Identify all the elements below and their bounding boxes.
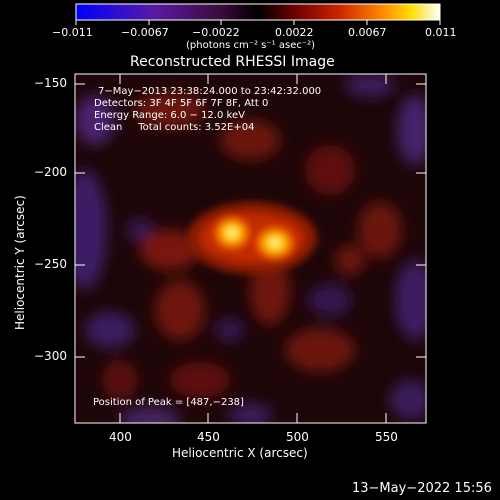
y-tick-label: −200 [34, 165, 67, 179]
colorbar-tick-label: 0.011 [425, 26, 457, 39]
plot-frame [74, 73, 427, 424]
info-detectors: Detectors: 3F 4F 5F 6F 7F 8F, Att 0 [94, 98, 269, 109]
x-tick-label: 550 [375, 430, 398, 444]
colorbar-tick-label: −0.0022 [192, 26, 240, 39]
y-axis-label: Heliocentric Y (arcsec) [13, 195, 27, 330]
colorbar [75, 3, 441, 25]
peak-position-label: Position of Peak = [487,−238] [93, 397, 244, 408]
flare-source-right [251, 223, 299, 263]
y-axis-ticks [75, 83, 426, 358]
flare-sources [187, 202, 317, 274]
x-tick-label: 450 [197, 430, 220, 444]
plot-title: Reconstructed RHESSI Image [130, 54, 335, 70]
x-axis-ticks [119, 74, 387, 423]
colorbar-tick-label: −0.0067 [121, 26, 169, 39]
info-energy-range: Energy Range: 6.0 − 12.0 keV [94, 110, 245, 121]
info-time-range: 7−May−2013 23:38:24.000 to 23:42:32.000 [98, 86, 322, 97]
colorbar-gradient [75, 3, 441, 21]
flare-source-left [210, 213, 254, 253]
colorbar-tick-label: 0.0067 [348, 26, 387, 39]
footer-timestamp: 13−May−2022 15:56 [352, 481, 492, 496]
colorbar-unit-label: (photons cm⁻² s⁻¹ asec⁻²) [186, 40, 316, 51]
x-tick-label: 500 [286, 430, 309, 444]
colorbar-tick-label: −0.011 [52, 26, 93, 39]
x-tick-label: 400 [109, 430, 132, 444]
colorbar-tick-label: 0.0022 [275, 26, 314, 39]
x-axis-label: Heliocentric X (arcsec) [172, 446, 308, 460]
y-tick-label: −250 [34, 257, 67, 271]
y-tick-label: −300 [34, 349, 67, 363]
y-tick-label: −150 [34, 76, 67, 90]
info-clean-counts: Clean Total counts: 3.52E+04 [94, 122, 255, 133]
